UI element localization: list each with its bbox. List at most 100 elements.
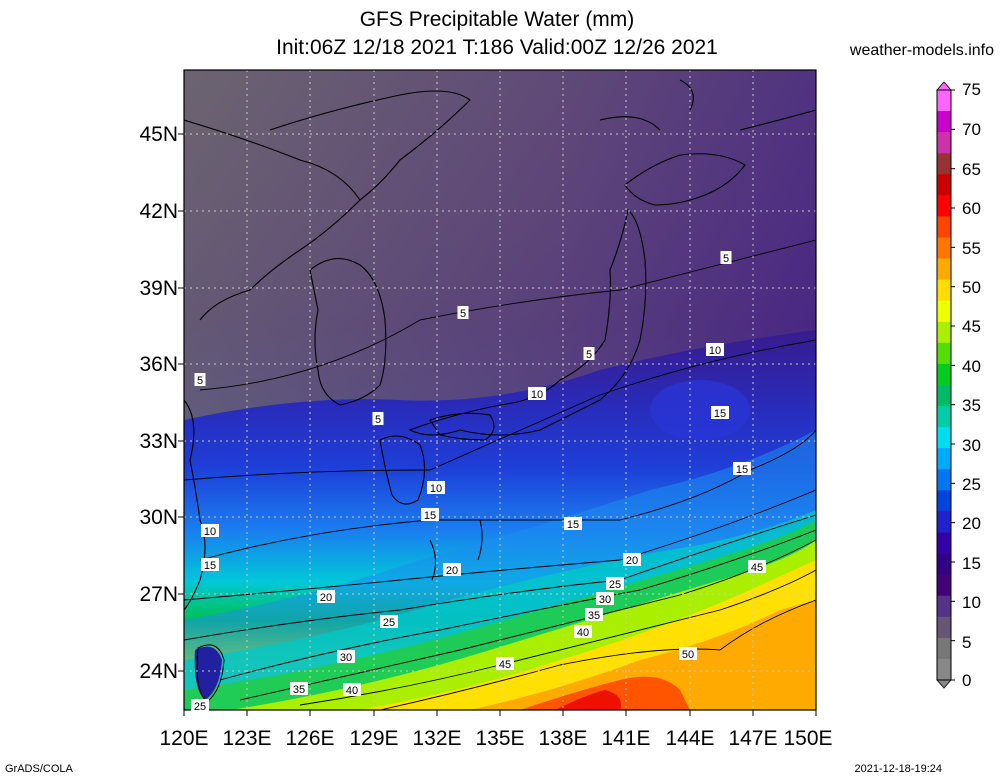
contour-label-bg xyxy=(443,563,461,576)
contour-label-bg xyxy=(574,625,592,638)
lat-label-39n: 39N xyxy=(139,277,178,300)
colorbar-swatch xyxy=(937,595,951,618)
colorbar-swatch xyxy=(937,300,951,323)
lat-label-45n: 45N xyxy=(139,123,178,146)
contour-label-bg xyxy=(564,517,582,530)
contour-label: 30 xyxy=(599,594,611,606)
contour-label: 10 xyxy=(531,389,543,401)
colorbar-swatch xyxy=(937,363,951,386)
contour-label: 10 xyxy=(204,526,216,538)
contour-label: 5 xyxy=(460,308,466,320)
lon-label-144e: 144E xyxy=(665,727,715,750)
contour-label-bg xyxy=(317,590,335,603)
colorbar-label-5: 5 xyxy=(962,633,972,652)
contour-label: 5 xyxy=(197,375,203,387)
lat-label-24n: 24N xyxy=(139,660,178,683)
contour-label-bg xyxy=(201,524,219,537)
contour-label: 15 xyxy=(714,408,726,420)
lat-label-30n: 30N xyxy=(139,506,178,529)
colorbar-swatch xyxy=(937,237,951,260)
contour-label-bg xyxy=(457,306,469,319)
colorbar-swatch xyxy=(937,448,951,470)
colorbar-label-15: 15 xyxy=(962,554,981,573)
colorbar-swatch xyxy=(937,153,951,175)
colorbar-label-75: 75 xyxy=(962,80,981,99)
colorbar-top-arrow xyxy=(936,81,952,91)
colorbar-label-50: 50 xyxy=(962,278,981,297)
contour-label: 45 xyxy=(499,659,511,671)
contour-label-bg xyxy=(343,683,361,696)
lon-label-138e: 138E xyxy=(538,727,588,750)
contour-label-bg xyxy=(427,481,445,494)
grads-credit: GrADS/COLA xyxy=(5,763,73,775)
colorbar-swatch xyxy=(937,132,951,154)
lat-label-33n: 33N xyxy=(139,430,178,453)
lon-label-120e: 120E xyxy=(159,727,209,750)
lon-label-123e: 123E xyxy=(222,727,272,750)
colorbar-swatch xyxy=(937,658,951,681)
contour-label: 20 xyxy=(446,565,458,577)
colorbar-label-35: 35 xyxy=(962,396,981,415)
contour-label-bg xyxy=(711,406,729,419)
colorbar-swatch xyxy=(937,385,951,407)
contour-label: 35 xyxy=(293,684,305,696)
contour-label: 35 xyxy=(588,610,600,622)
contour-label-bg xyxy=(191,699,209,712)
contour-label: 5 xyxy=(375,414,381,426)
lon-label-126e: 126E xyxy=(285,727,335,750)
lon-label-132e: 132E xyxy=(412,727,462,750)
contour-label-bg xyxy=(380,615,398,628)
contour-label: 30 xyxy=(340,652,352,664)
colorbar-swatch xyxy=(937,90,951,112)
colorbar-swatch xyxy=(937,279,951,302)
contour-label-bg xyxy=(583,347,595,360)
colorbar-label-20: 20 xyxy=(962,514,981,533)
contour-label: 40 xyxy=(577,627,589,639)
contour-label: 25 xyxy=(383,617,395,629)
colorbar-swatch xyxy=(937,258,951,281)
contour-label-bg xyxy=(720,251,732,264)
colorbar-swatch xyxy=(937,321,951,344)
contour-label: 40 xyxy=(346,685,358,697)
contour-label-bg xyxy=(290,682,308,695)
colorbar-swatch xyxy=(937,532,951,555)
contour-label-bg xyxy=(337,650,355,663)
lon-ticks xyxy=(183,710,817,716)
colorbar-swatch xyxy=(937,111,951,133)
lon-label-135e: 135E xyxy=(475,727,525,750)
contour-label-bg xyxy=(496,657,514,670)
contour-label-bg xyxy=(706,343,724,356)
contour-label: 45 xyxy=(751,562,763,574)
colorbar-swatch xyxy=(937,490,951,512)
colorbar-label-10: 10 xyxy=(962,593,981,612)
colorbar xyxy=(936,81,955,689)
colorbar-bottom-arrow xyxy=(936,679,952,689)
colorbar-label-60: 60 xyxy=(962,199,981,218)
lon-label-147e: 147E xyxy=(728,727,778,750)
contour-label-bg xyxy=(372,412,384,425)
contour-label: 15 xyxy=(567,519,579,531)
contour-label-bg xyxy=(585,608,603,621)
contour-label: 20 xyxy=(320,592,332,604)
colorbar-swatch xyxy=(937,616,951,639)
colorbar-label-55: 55 xyxy=(962,239,981,258)
contour-label-bg xyxy=(623,553,641,566)
lat-label-42n: 42N xyxy=(139,200,178,223)
colorbar-label-45: 45 xyxy=(962,317,981,336)
land-outlines xyxy=(184,79,816,703)
contour-labels: 5 5 5 5 5 10 10 10 10 15 15 15 15 15 20 20 20 25 25 30 35 40 4… xyxy=(191,251,766,713)
lon-label-129e: 129E xyxy=(349,727,399,750)
colorbar-swatch xyxy=(937,195,951,217)
contour-label: 10 xyxy=(430,483,442,495)
contour-label: 50 xyxy=(682,649,694,661)
colorbar-swatch xyxy=(937,637,951,660)
contour-label: 25 xyxy=(194,701,206,713)
contour-label-bg xyxy=(194,373,206,386)
lat-lon-grid xyxy=(184,70,816,710)
colorbar-label-0: 0 xyxy=(962,671,972,690)
colorbar-label-30: 30 xyxy=(962,436,981,455)
colorbar-swatch xyxy=(937,511,951,533)
colorbar-swatch xyxy=(937,342,951,365)
colorbar-label-25: 25 xyxy=(962,475,981,494)
